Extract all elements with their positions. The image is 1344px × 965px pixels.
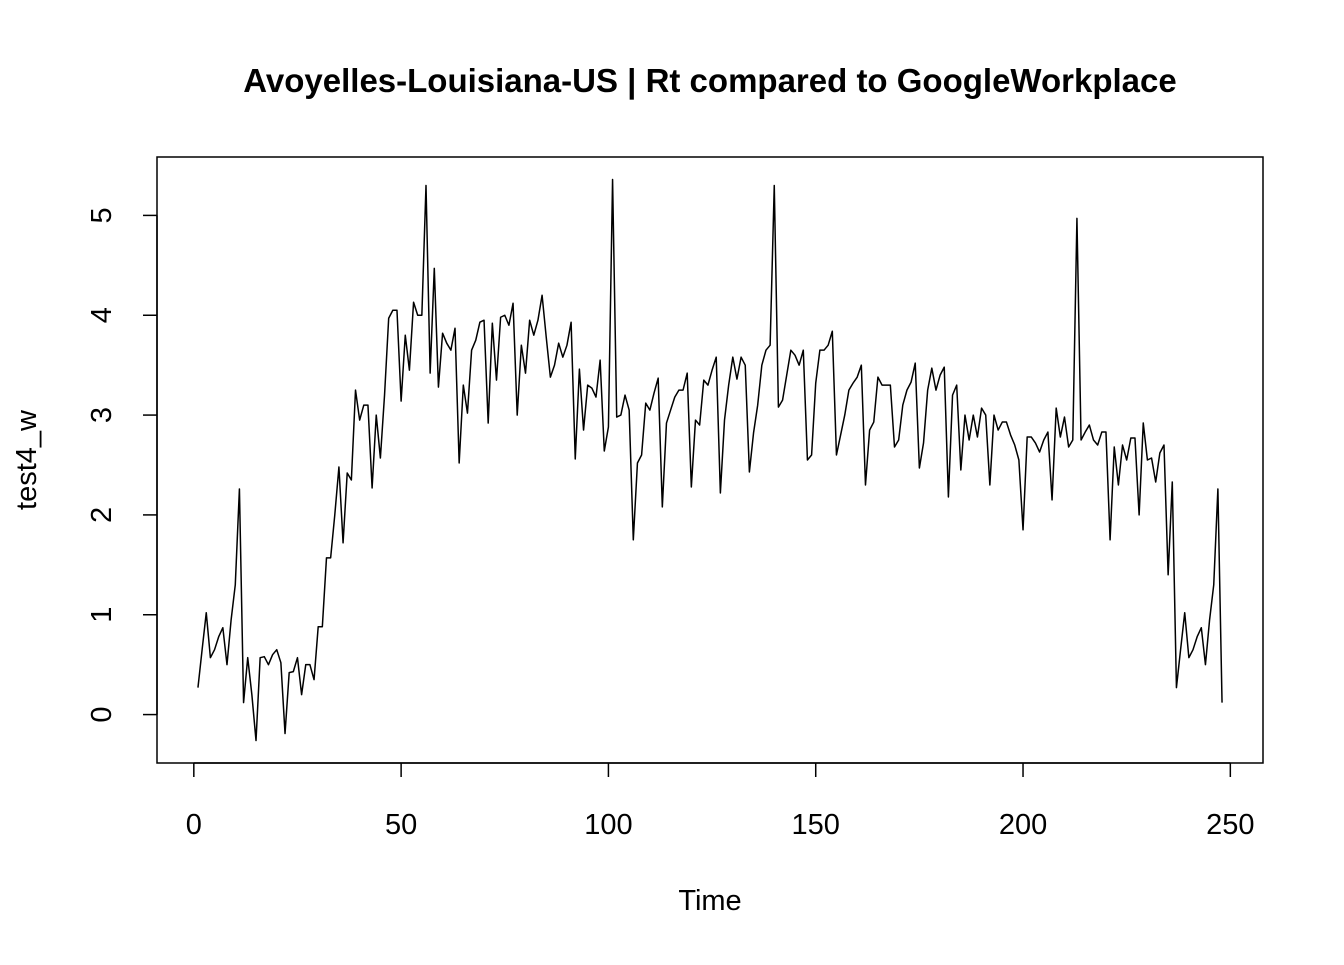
y-tick-label: 1: [86, 607, 118, 623]
y-tick-label: 0: [86, 707, 118, 723]
chart-title: Avoyelles-Louisiana-US | Rt compared to …: [243, 62, 1176, 99]
x-tick-label: 50: [385, 809, 417, 841]
y-tick-label: 2: [86, 507, 118, 523]
data-line: [197, 178, 1223, 742]
x-tick-label: 0: [186, 809, 202, 841]
x-tick-label: 250: [1206, 809, 1254, 841]
y-axis-label: test4_w: [11, 409, 43, 510]
y-tick-label: 5: [86, 207, 118, 223]
x-tick-label: 200: [999, 809, 1047, 841]
x-tick-label: 100: [584, 809, 632, 841]
y-tick-label: 4: [86, 307, 118, 323]
x-tick-label: 150: [792, 809, 840, 841]
x-axis-label: Time: [678, 885, 741, 917]
y-tick-label: 3: [86, 407, 118, 423]
